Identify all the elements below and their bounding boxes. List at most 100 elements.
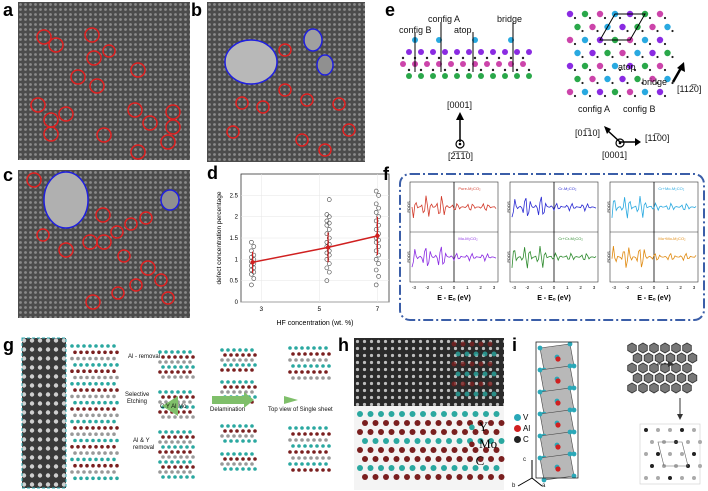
atom — [315, 364, 319, 368]
atom — [88, 432, 92, 436]
atom — [406, 73, 412, 79]
atom — [303, 456, 307, 460]
atom — [73, 350, 77, 355]
chart-x-label: HF concentration (wt. %) — [276, 320, 353, 327]
atom — [596, 29, 599, 33]
atom — [88, 356, 92, 361]
atom — [170, 390, 174, 394]
pdos-ylabel: PDOS — [506, 251, 511, 263]
atom — [388, 429, 395, 435]
atom — [85, 451, 89, 455]
atom — [100, 356, 104, 361]
sample-point — [373, 267, 379, 273]
atom — [79, 400, 83, 405]
chart-y-label: defect concentration percentage — [216, 191, 223, 284]
atom — [383, 438, 389, 444]
atom — [226, 424, 230, 428]
atom — [97, 438, 101, 443]
atom — [70, 394, 74, 399]
atom — [161, 445, 165, 449]
atom — [451, 465, 458, 471]
sample-point — [373, 248, 379, 254]
atom — [73, 375, 77, 380]
hexagon — [660, 342, 670, 354]
atom — [179, 355, 183, 359]
atom — [164, 470, 168, 474]
hexagon — [682, 362, 692, 374]
atom — [483, 411, 489, 417]
atom — [488, 456, 494, 462]
atom — [112, 344, 116, 348]
atom — [97, 413, 101, 418]
atom — [188, 400, 192, 404]
atom — [467, 68, 471, 72]
atom — [466, 49, 472, 55]
atom — [109, 426, 113, 430]
atom — [581, 81, 584, 85]
pdos-tick: 3 — [693, 285, 696, 290]
atom — [451, 341, 457, 347]
micrograph-b — [207, 2, 365, 162]
crystal-structure-i — [517, 341, 702, 487]
pdos-curve — [511, 196, 597, 218]
atom — [477, 474, 484, 480]
atom — [698, 464, 702, 468]
atom — [182, 370, 186, 374]
sample-point — [326, 227, 332, 232]
atom — [430, 447, 437, 453]
atom — [321, 376, 325, 380]
hexagon — [649, 362, 659, 374]
atom — [238, 368, 242, 372]
atom — [456, 456, 463, 462]
etching-arrow — [162, 396, 178, 416]
atom — [115, 426, 119, 430]
atom — [404, 456, 410, 462]
atom — [541, 477, 547, 483]
atom — [633, 94, 637, 98]
atom — [253, 385, 257, 389]
atom — [291, 432, 295, 436]
hexagon — [687, 372, 698, 384]
atom — [238, 462, 242, 466]
panel-letter-i: i — [512, 335, 518, 355]
atom — [229, 439, 233, 443]
atom — [97, 388, 101, 392]
atom — [220, 368, 224, 372]
atom — [478, 381, 484, 387]
atom — [109, 350, 113, 355]
atom — [232, 424, 236, 428]
atom — [537, 367, 543, 373]
atom — [634, 49, 641, 57]
atom — [555, 466, 561, 472]
mean-point — [325, 245, 331, 250]
atom — [188, 450, 192, 454]
i-legend-item: Al — [514, 423, 554, 434]
e-dir-0001: [0001] — [447, 100, 473, 110]
h-legend-label: Mo — [479, 436, 498, 451]
panel-letter-d: d — [207, 163, 218, 183]
atom — [521, 56, 525, 60]
atom — [460, 61, 466, 67]
atom — [76, 407, 80, 411]
atom — [235, 353, 239, 357]
hexagon — [654, 352, 665, 364]
atom — [383, 420, 389, 426]
atom — [409, 447, 416, 453]
atom — [393, 474, 400, 480]
atom — [176, 470, 180, 474]
atom — [641, 62, 649, 70]
atom — [491, 371, 497, 377]
h-legend-item: ● Mo — [468, 435, 508, 452]
hexagon — [638, 362, 648, 374]
atom — [318, 370, 322, 374]
atom — [158, 370, 162, 374]
atom — [226, 390, 230, 394]
atom — [509, 56, 513, 60]
atom — [414, 456, 421, 462]
atom — [303, 352, 307, 356]
atom — [294, 426, 298, 430]
crystal-diagram-e — [400, 10, 685, 149]
sample-point — [376, 252, 381, 258]
atom — [589, 23, 596, 31]
atom — [641, 36, 649, 44]
